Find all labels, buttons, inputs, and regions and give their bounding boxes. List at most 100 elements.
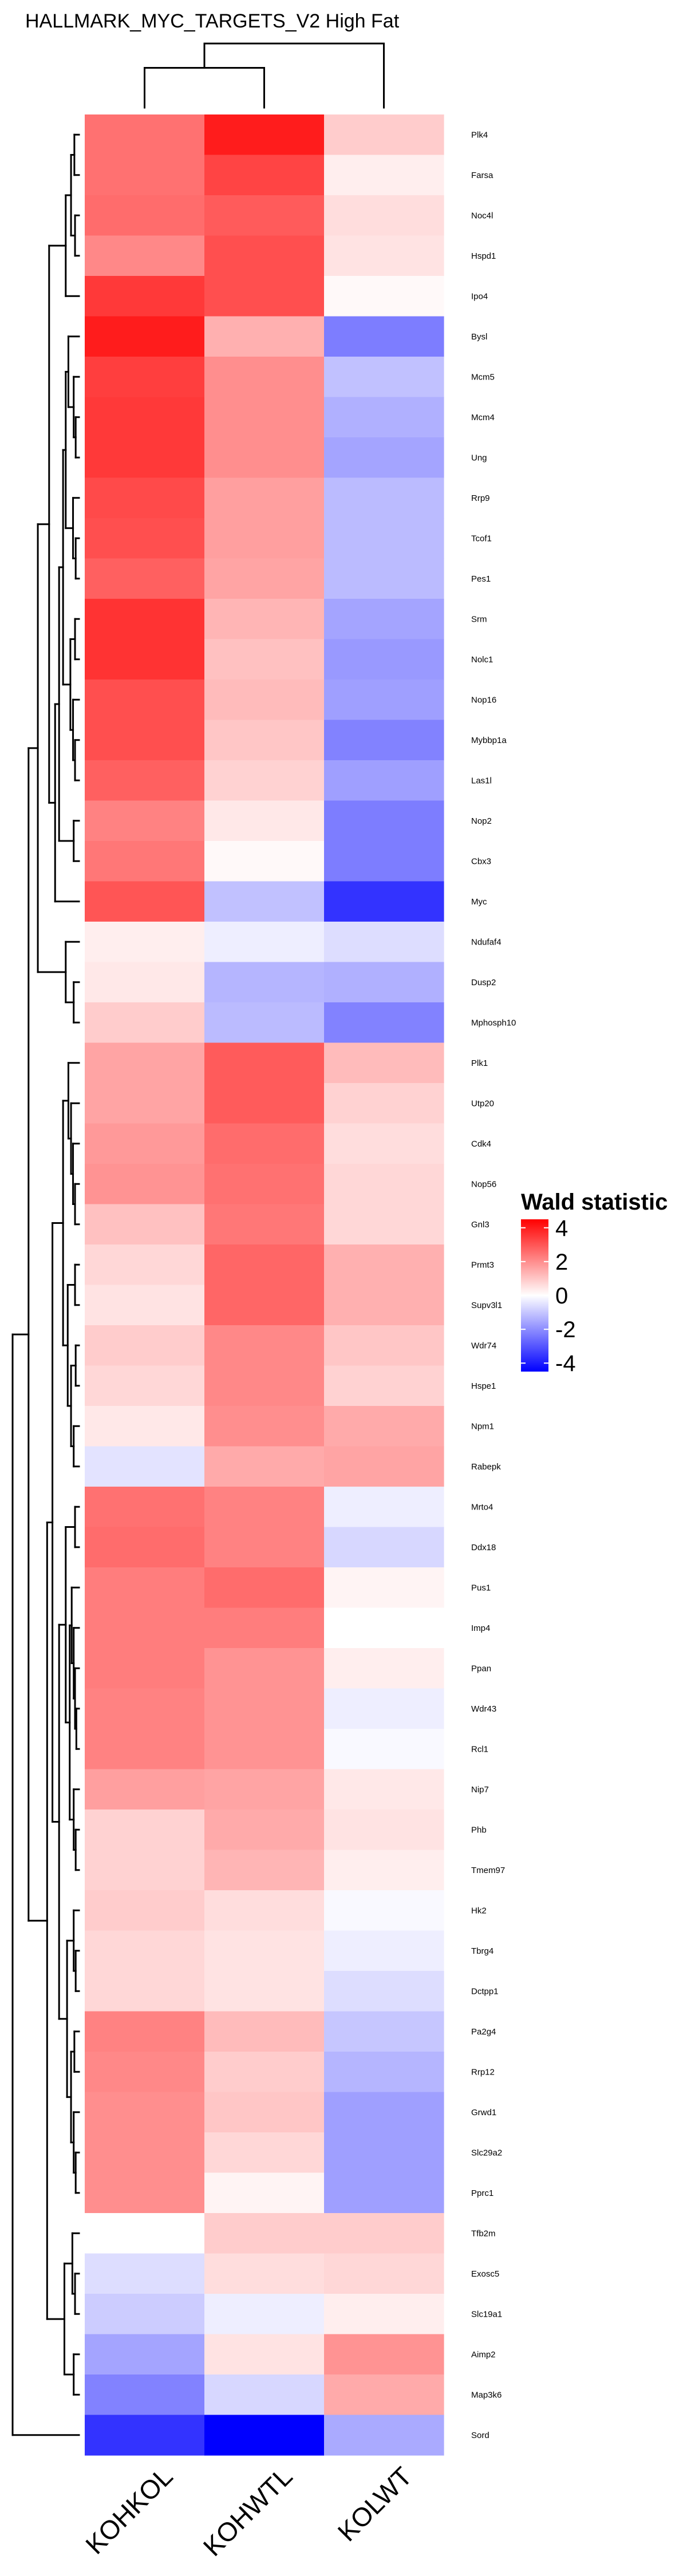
heatmap-cell (204, 1809, 325, 1851)
heatmap-cell (204, 962, 325, 1003)
heatmap-cell (85, 477, 205, 519)
chart-title: HALLMARK_MYC_TARGETS_V2 High Fat (25, 10, 400, 32)
heatmap-cell (204, 1164, 325, 1205)
heatmap-cell (85, 2011, 205, 2052)
heatmap-cell (324, 1769, 444, 1810)
heatmap-cell (85, 518, 205, 559)
heatmap-cell (85, 1850, 205, 1891)
heatmap-cell (324, 1607, 444, 1649)
heatmap-cell (324, 2374, 444, 2416)
heatmap-cell (85, 316, 205, 357)
heatmap-cell (204, 397, 325, 438)
row-label: Nip7 (471, 1785, 489, 1795)
heatmap-cell (85, 437, 205, 479)
row-label: Mrto4 (471, 1502, 493, 1512)
heatmap-cell (324, 437, 444, 479)
heatmap-cell (204, 357, 325, 398)
row-label: Ung (471, 453, 487, 463)
heatmap-cell (85, 1527, 205, 1568)
heatmap-cell (324, 599, 444, 640)
heatmap-cell (85, 114, 205, 156)
heatmap-cell (204, 1930, 325, 1971)
heatmap-cell (204, 558, 325, 599)
heatmap-cell (324, 1688, 444, 1729)
heatmap-cell (204, 1890, 325, 1931)
heatmap-cell (85, 599, 205, 640)
heatmap-cell (204, 1285, 325, 1326)
heatmap-cell (85, 1285, 205, 1326)
heatmap-cell (324, 1244, 444, 1286)
heatmap-cell (204, 1123, 325, 1164)
row-label: Mcm5 (471, 372, 495, 382)
heatmap-cell (204, 1204, 325, 1245)
heatmap-cell (85, 1204, 205, 1245)
row-label: Nop2 (471, 816, 492, 826)
heatmap-cell (204, 2253, 325, 2294)
heatmap-cell (324, 276, 444, 317)
heatmap-cell (85, 397, 205, 438)
row-label: Imp4 (471, 1623, 490, 1633)
heatmap-cell (204, 2132, 325, 2174)
heatmap-cell (324, 316, 444, 357)
row-label: Ddx18 (471, 1543, 496, 1552)
heatmap-cell (324, 518, 444, 559)
row-label: Bysl (471, 332, 487, 342)
heatmap-cell (324, 2253, 444, 2294)
heatmap-cell (204, 1042, 325, 1084)
row-label: Nop56 (471, 1179, 496, 1189)
heatmap-cell (85, 962, 205, 1003)
heatmap-cell (85, 558, 205, 599)
heatmap-cell (324, 2415, 444, 2456)
row-label: Pes1 (471, 574, 491, 584)
heatmap-cell (85, 800, 205, 841)
column-labels: KOHKOL KOHWTL KOLWT (80, 2461, 417, 2562)
heatmap-cell (204, 2092, 325, 2133)
heatmap-cell (204, 1487, 325, 1528)
heatmap-cell (85, 1164, 205, 1205)
row-label: Gnl3 (471, 1220, 489, 1230)
row-label: Wdr43 (471, 1704, 496, 1714)
heatmap-cell (85, 1607, 205, 1649)
heatmap-cell (204, 316, 325, 357)
heatmap-cell (324, 720, 444, 761)
row-label: Mphosph10 (471, 1018, 516, 1028)
heatmap-cell (204, 2294, 325, 2335)
row-label: Prmt3 (471, 1260, 494, 1270)
heatmap-cell (204, 2213, 325, 2254)
heatmap-cell (204, 2052, 325, 2093)
heatmap-cell (85, 679, 205, 721)
row-label: Myc (471, 897, 487, 907)
heatmap-cell (204, 477, 325, 519)
heatmap-cell (204, 1325, 325, 1366)
heatmap-cell (324, 2092, 444, 2133)
heatmap-cell (324, 1083, 444, 1124)
heatmap-cell (85, 922, 205, 963)
heatmap-cell (324, 195, 444, 236)
heatmap-cell (324, 357, 444, 398)
heatmap-cell (324, 2334, 444, 2375)
row-labels: Plk4 Farsa Noc4l Hspd1 Ipo4 Bysl Mcm5 Mcm4 Ung Rr… (471, 130, 516, 2440)
heatmap-cell (204, 114, 325, 156)
row-label: Nop16 (471, 695, 496, 705)
heatmap-cell (204, 760, 325, 801)
row-label: Pa2g4 (471, 2027, 496, 2037)
column-label: KOLWT (332, 2461, 418, 2547)
legend-tick-label: -2 (555, 1317, 576, 1342)
row-label: Grwd1 (471, 2108, 496, 2117)
heatmap-cell (85, 1042, 205, 1084)
heatmap-cell (85, 155, 205, 196)
legend-tick-label: 0 (555, 1283, 568, 1309)
heatmap-cell (85, 276, 205, 317)
heatmap-cell (324, 2011, 444, 2052)
row-label: Tcof1 (471, 534, 492, 543)
heatmap-cell (204, 679, 325, 721)
heatmap-cell (204, 1083, 325, 1124)
heatmap-cell (204, 437, 325, 479)
heatmap-cell (204, 1244, 325, 1286)
row-label: Noc4l (471, 211, 493, 220)
heatmap-cell (204, 2011, 325, 2052)
heatmap-cell (204, 518, 325, 559)
heatmap-cell (324, 881, 444, 922)
heatmap-cell (204, 2374, 325, 2416)
heatmap-cell (324, 477, 444, 519)
